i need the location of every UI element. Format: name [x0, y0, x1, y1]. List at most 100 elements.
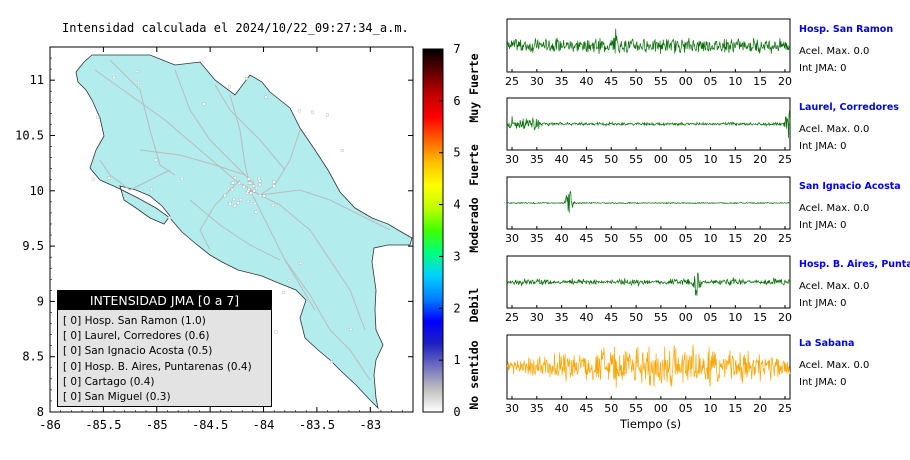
town-dot [248, 181, 252, 185]
seismogram-tick-label: 25 [505, 75, 519, 88]
map-title: Intensidad calculada el 2024/10/22_09:27… [62, 21, 409, 35]
town-dot [154, 158, 158, 162]
map-ytick-label: 11 [30, 73, 44, 87]
station-acel: Acel. Max. 0.0 [799, 203, 870, 214]
legend-station: San Miguel (0.3) [84, 391, 171, 404]
legend-value: [ 0] [63, 315, 82, 327]
seismogram-tick-label: 40 [555, 402, 569, 415]
map-ytick-label: 10.5 [15, 128, 44, 142]
map-ytick-label: 8 [37, 405, 44, 419]
seismogram-tick-label: 25 [778, 402, 792, 415]
seismogram-tick-label: 20 [753, 232, 767, 245]
seismogram-tick-label: 15 [728, 402, 742, 415]
town-dot [96, 116, 100, 119]
colorbar-category-label: No sentido [467, 340, 481, 409]
seismogram-tick-label: 10 [728, 311, 742, 324]
town-dot [137, 81, 140, 84]
land-area [75, 54, 413, 410]
town-dot [281, 291, 285, 294]
town-dot [264, 95, 268, 99]
town-dot [252, 189, 256, 193]
town-dot [254, 186, 258, 190]
town-dot [135, 70, 139, 73]
legend-value: [ 0] [63, 345, 82, 358]
town-dot [247, 177, 251, 181]
town-dot [245, 77, 248, 80]
legend-item: [ 0] Hosp. B. Aires, Puntarenas (0.4) [63, 360, 271, 375]
seismogram-tick-label: 05 [679, 402, 693, 415]
road-line [199, 179, 241, 251]
map-xtick-label: -83.5 [299, 418, 335, 432]
town-dot [150, 187, 153, 191]
town-dot [258, 179, 262, 183]
legend-station: Cartago (0.4) [84, 375, 155, 388]
seismogram-tick-label: 40 [555, 232, 569, 245]
seismogram-tick-label: 10 [704, 232, 718, 245]
road-network [91, 59, 391, 381]
station-int: Int JMA: 0 [799, 63, 847, 74]
station-name: La Sabana [799, 338, 855, 349]
legend-value: [ 0] [63, 360, 82, 373]
road-line [214, 84, 286, 171]
seismogram-tick-label: 10 [728, 75, 742, 88]
seismogram-frame [506, 334, 791, 400]
road-line [189, 199, 281, 261]
legend-value: [ 0] [63, 330, 82, 343]
town-dot [349, 327, 353, 331]
town-dot [330, 360, 333, 364]
town-dot [272, 180, 276, 184]
seismogram-tick-label: 35 [555, 311, 569, 324]
station-acel: Acel. Max. 0.0 [799, 360, 870, 371]
seismogram-frame [506, 18, 791, 73]
seismogram-tick-label: 05 [704, 311, 718, 324]
station-acel: Acel. Max. 0.0 [799, 46, 870, 57]
legend-item: [ 0] Laurel, Corredores (0.6) [63, 329, 271, 344]
map-xtick-label: -84.5 [192, 418, 228, 432]
colorbar-gradient [422, 48, 444, 413]
legend-station: Hosp. B. Aires, Puntarenas (0.4) [84, 360, 252, 373]
seismogram-tick-label: 55 [629, 232, 643, 245]
road-line [259, 189, 391, 231]
legend-item: [ 0] San Miguel (0.3) [63, 390, 271, 405]
seismogram-tick-label: 35 [530, 232, 544, 245]
map-xtick-label: -83 [359, 418, 381, 432]
seismogram-tick-label: 40 [579, 311, 593, 324]
seismogram-tick-label: 45 [579, 232, 593, 245]
station-name: Laurel, Corredores [799, 102, 899, 113]
town-dot [227, 187, 231, 191]
road-line [229, 94, 251, 186]
intensity-colorbar: 0 1 2 3 4 5 6 7 No sentido Debil Moderado Fuerte Mu… [422, 42, 481, 419]
colorbar-tick-label: 7 [453, 42, 460, 56]
seismogram-tick-label: 30 [505, 153, 519, 166]
seismogram-tick-label: 30 [530, 75, 544, 88]
station-int: Int JMA: 0 [799, 141, 847, 152]
seismogram-tick-label: 45 [604, 75, 618, 88]
seismogram-tick-label: 30 [505, 402, 519, 415]
seismogram-tick-label: 20 [778, 311, 792, 324]
seismogram-tick-label: 05 [679, 153, 693, 166]
seismogram-tick-label: 15 [728, 232, 742, 245]
seismogram-tick-label: 40 [555, 153, 569, 166]
town-dot [242, 185, 246, 189]
town-dot [272, 184, 276, 188]
seismogram-tick-label: 55 [654, 311, 668, 324]
seismogram-tick-label: 15 [728, 153, 742, 166]
town-dot [257, 177, 261, 180]
town-dot [262, 194, 266, 198]
seismogram-tick-label: 50 [604, 402, 618, 415]
station-label: Laurel, Corredores Acel. Max. 0.0 Int JM… [799, 102, 899, 153]
colorbar-tick-label: 4 [453, 198, 460, 212]
town-dot [239, 198, 242, 202]
town-dot [231, 181, 235, 185]
seismogram-tick-label: 00 [679, 75, 693, 88]
seismogram-trace [506, 191, 791, 213]
town-dot [223, 194, 227, 198]
map-xtick-label: -85 [146, 418, 168, 432]
seismogram-trace [506, 28, 791, 54]
legend-header: INTENSIDAD JMA [0 a 7] [58, 291, 271, 310]
town-dot [311, 110, 315, 114]
station-label: Hosp. B. Aires, Puntare Acel. Max. 0.0 I… [799, 259, 910, 310]
seismogram-tick-label: 50 [629, 75, 643, 88]
seismogram-trace [506, 272, 791, 296]
seismogram-tick-label: 50 [629, 311, 643, 324]
